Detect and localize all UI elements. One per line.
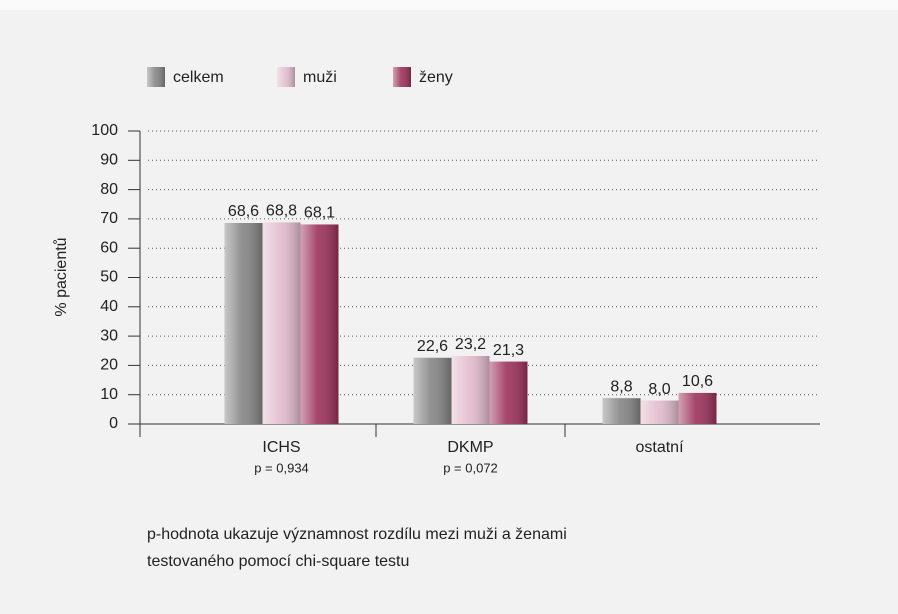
value-label: 8,0 <box>648 381 670 398</box>
y-axis-label: % pacientů <box>52 237 70 316</box>
p-value: p = 0,934 <box>254 460 309 475</box>
bar-shade <box>451 356 490 424</box>
x-tick-label: ICHS <box>262 439 300 456</box>
y-tick-label: 100 <box>91 122 118 139</box>
bar-shade <box>413 357 452 424</box>
bar-shade <box>489 361 528 424</box>
y-tick-label: 50 <box>100 269 118 286</box>
legend-swatch-shade <box>147 67 165 87</box>
y-tick-label: 40 <box>100 298 118 315</box>
value-label: 21,3 <box>493 342 524 359</box>
bar-shade <box>224 223 263 424</box>
y-tick-label: 30 <box>100 327 118 344</box>
bar-shade <box>602 398 641 424</box>
y-tick-label: 80 <box>100 181 118 198</box>
value-label: 68,6 <box>228 203 259 220</box>
p-value: p = 0,072 <box>443 460 498 475</box>
value-label: 22,6 <box>417 338 448 355</box>
y-tick-label: 0 <box>109 415 118 432</box>
legend-label: celkem <box>173 69 224 86</box>
bar-shade <box>300 224 339 424</box>
value-label: 8,8 <box>610 378 632 395</box>
bar-shade <box>262 222 301 424</box>
value-label: 68,8 <box>266 203 297 220</box>
value-label: 68,1 <box>304 205 335 222</box>
legend-swatch-shade <box>393 67 411 87</box>
y-tick-label: 20 <box>100 357 118 374</box>
top-strip <box>0 0 898 10</box>
x-tick-label: DKMP <box>447 439 493 456</box>
y-tick-label: 60 <box>100 239 118 256</box>
bar-shade <box>678 392 717 424</box>
y-tick-label: 90 <box>100 152 118 169</box>
bar-shade <box>640 400 679 424</box>
x-tick-label: ostatní <box>635 439 684 456</box>
legend-label: muži <box>303 69 337 86</box>
note: p-hodnota ukazuje významnost rozdílu mez… <box>147 526 567 543</box>
legend-swatch-shade <box>277 67 295 87</box>
value-label: 10,6 <box>682 373 713 390</box>
value-label: 23,2 <box>455 336 486 353</box>
y-tick-label: 70 <box>100 210 118 227</box>
note: testovaného pomocí chi-square testu <box>147 553 409 570</box>
legend-label: ženy <box>419 69 453 86</box>
y-tick-label: 10 <box>100 386 118 403</box>
